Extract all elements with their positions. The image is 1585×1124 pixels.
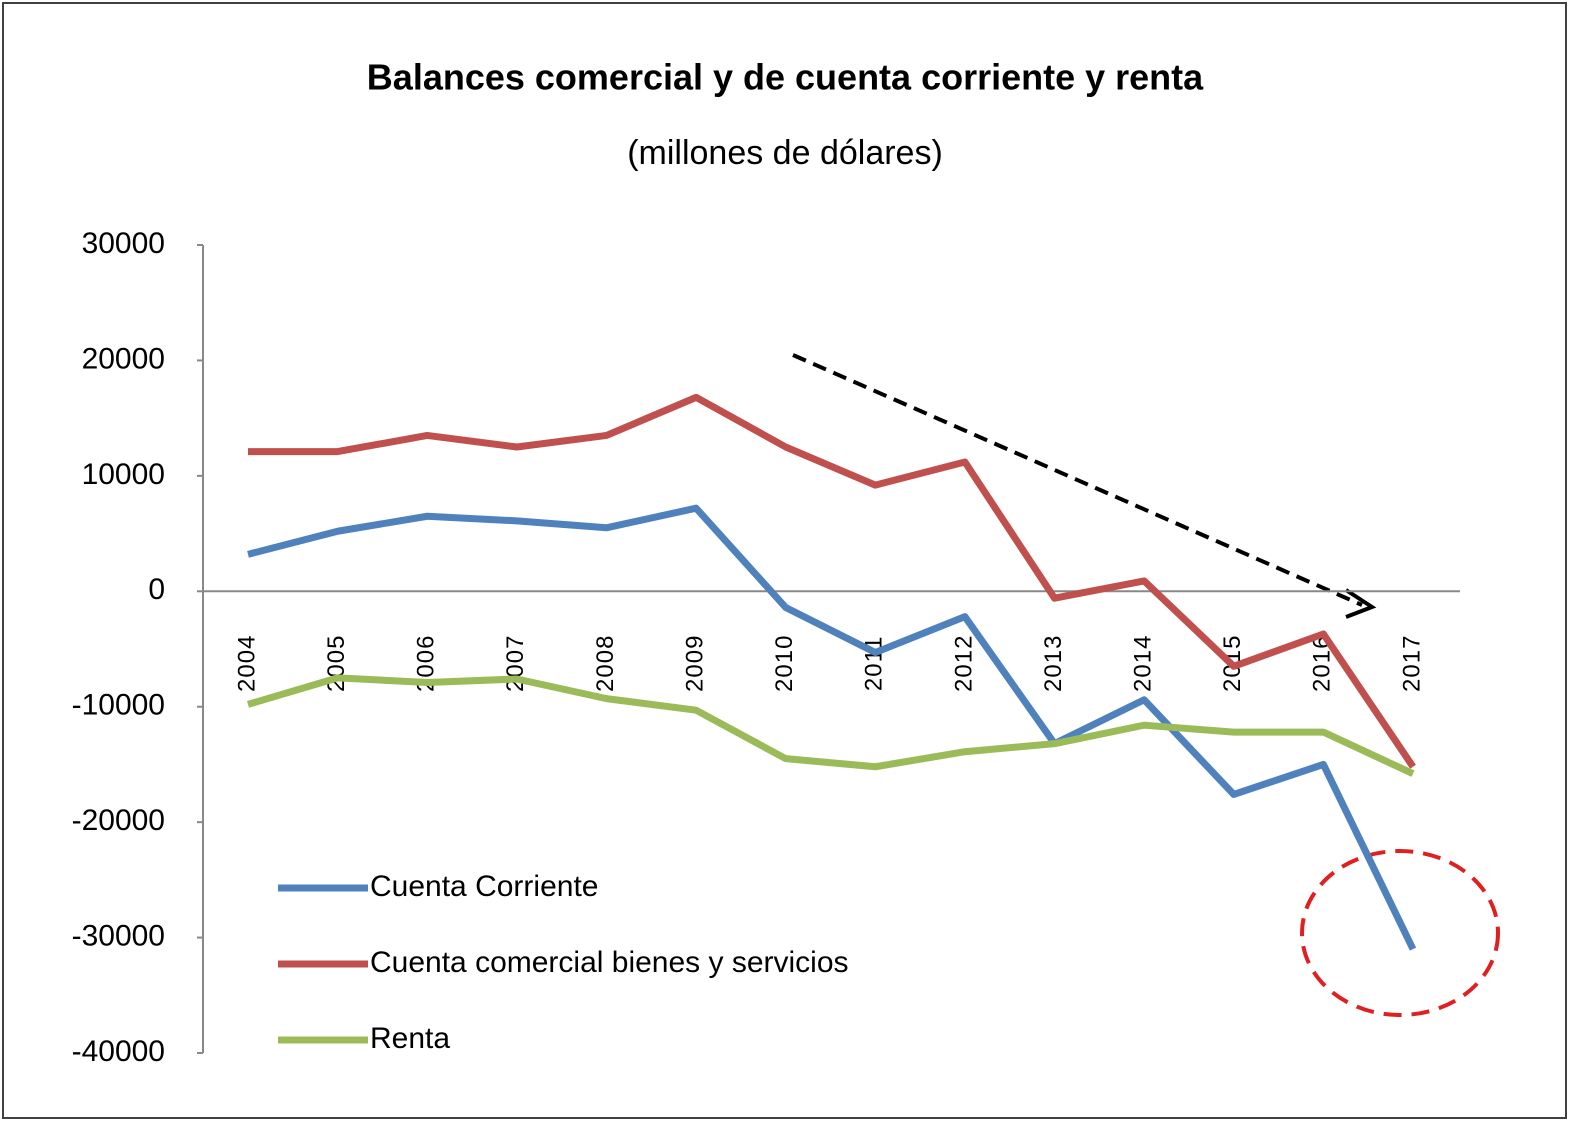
x-tick-label: 2013 <box>1040 635 1067 692</box>
x-tick-label: 2009 <box>681 635 708 692</box>
x-tick-label: 2017 <box>1398 635 1425 692</box>
chart-subtitle: (millones de dólares) <box>627 134 943 172</box>
chart-title: Balances comercial y de cuenta corriente… <box>367 57 1204 98</box>
x-tick-label: 2010 <box>771 635 798 692</box>
x-tick-label: 2008 <box>592 635 619 692</box>
trend-arrow <box>792 353 1363 607</box>
y-tick-label: -40000 <box>72 1035 165 1068</box>
legend-label: Cuenta comercial bienes y servicios <box>370 946 849 979</box>
legend-label: Cuenta Corriente <box>370 870 598 903</box>
y-tick-label: 10000 <box>82 458 165 491</box>
legend-label: Renta <box>370 1022 450 1055</box>
y-tick-label: 20000 <box>82 342 165 375</box>
x-tick-label: 2004 <box>233 635 260 692</box>
y-tick-label: 0 <box>148 573 165 606</box>
y-tick-label: 30000 <box>82 227 165 260</box>
y-tick-label: -10000 <box>72 689 165 722</box>
series-line <box>247 504 1417 951</box>
x-tick-label: 2012 <box>950 635 977 692</box>
series-line <box>247 674 1415 777</box>
x-tick-label: 2014 <box>1129 635 1156 692</box>
highlight-circle <box>1300 849 1500 1017</box>
y-tick-label: -20000 <box>72 804 165 837</box>
series-line <box>248 393 1416 769</box>
arrow-head <box>1344 588 1377 619</box>
y-tick-label: -30000 <box>72 919 165 952</box>
